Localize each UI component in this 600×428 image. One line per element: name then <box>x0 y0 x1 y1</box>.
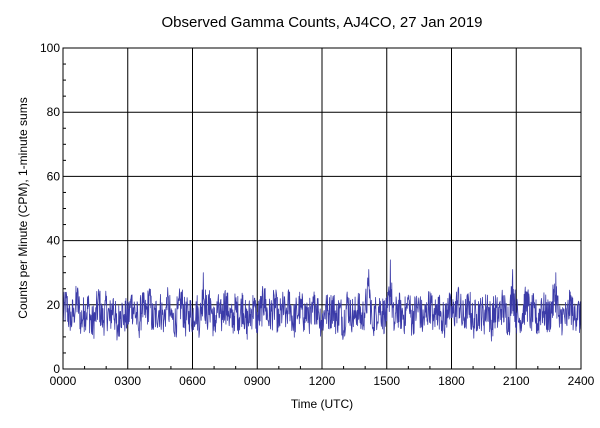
x-tick-label-0000: 0000 <box>50 374 77 388</box>
x-tick-label-1800: 1800 <box>438 374 465 388</box>
y-tick-labels: 0 20 40 60 80 100 <box>40 41 60 376</box>
x-axis-label: Time (UTC) <box>291 397 353 411</box>
y-axis-label: Counts per Minute (CPM), 1-minute sums <box>16 97 30 318</box>
x-tick-label-0300: 0300 <box>114 374 141 388</box>
plot-frame <box>62 47 582 370</box>
x-tick-label-2100: 2100 <box>503 374 530 388</box>
y-tick-label-100: 100 <box>40 41 60 55</box>
x-tick-label-2400: 2400 <box>568 374 595 388</box>
series-layer <box>62 259 582 342</box>
y-tick-label-60: 60 <box>47 169 61 183</box>
x-tick-label-1200: 1200 <box>309 374 336 388</box>
chart-title: Observed Gamma Counts, AJ4CO, 27 Jan 201… <box>162 14 483 31</box>
y-tick-label-40: 40 <box>47 234 61 248</box>
x-tick-labels: 0000 0300 0600 0900 1200 1500 1800 2100 2400 <box>50 374 595 388</box>
series-line-0 <box>62 259 582 342</box>
minor-ticks <box>63 63 560 369</box>
x-tick-label-0600: 0600 <box>179 374 206 388</box>
y-tick-label-20: 20 <box>47 298 61 312</box>
x-tick-label-1500: 1500 <box>373 374 400 388</box>
y-tick-label-0: 0 <box>53 362 60 376</box>
y-tick-label-80: 80 <box>47 105 61 119</box>
x-tick-label-0900: 0900 <box>244 374 271 388</box>
